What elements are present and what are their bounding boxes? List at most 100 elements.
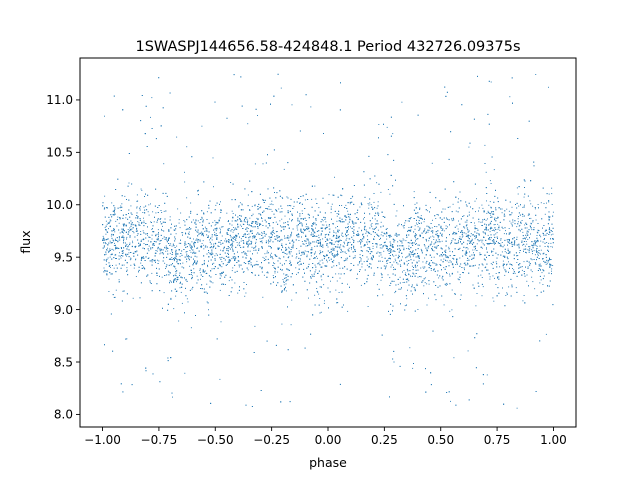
data-point xyxy=(331,253,333,255)
data-point xyxy=(321,259,323,261)
data-point xyxy=(295,292,297,294)
data-point xyxy=(498,272,500,274)
data-point xyxy=(112,350,114,352)
data-point xyxy=(184,224,186,226)
data-point xyxy=(142,230,144,232)
data-point xyxy=(137,217,139,219)
data-point xyxy=(403,263,405,265)
data-point xyxy=(415,237,416,239)
data-point xyxy=(339,277,341,279)
data-point xyxy=(116,240,118,241)
data-point xyxy=(333,259,335,261)
data-point xyxy=(530,203,532,205)
data-point xyxy=(469,251,470,253)
data-point xyxy=(266,252,268,254)
data-point xyxy=(414,203,416,205)
data-point xyxy=(528,285,529,287)
data-point xyxy=(278,208,280,210)
data-point xyxy=(529,225,531,227)
data-point xyxy=(191,275,193,277)
data-point xyxy=(113,229,115,231)
data-point xyxy=(379,239,381,240)
data-point xyxy=(187,232,189,234)
data-point xyxy=(474,225,476,227)
data-point xyxy=(377,251,379,253)
data-point xyxy=(251,272,252,273)
data-point xyxy=(296,248,298,249)
data-point xyxy=(132,224,134,226)
data-point xyxy=(413,191,415,193)
data-point xyxy=(261,235,263,236)
data-point xyxy=(408,253,410,255)
data-point xyxy=(302,231,304,233)
data-point xyxy=(432,261,434,263)
data-point xyxy=(312,236,314,237)
data-point xyxy=(551,270,552,272)
data-point xyxy=(151,272,153,274)
data-point xyxy=(387,189,389,190)
data-point xyxy=(532,253,533,255)
data-point xyxy=(282,269,283,271)
data-point xyxy=(180,291,182,293)
data-point xyxy=(338,231,339,233)
data-point xyxy=(302,218,304,220)
data-point xyxy=(433,239,435,240)
data-point xyxy=(124,195,126,197)
data-point xyxy=(331,239,333,241)
data-point xyxy=(250,229,252,231)
data-point xyxy=(379,244,381,246)
data-point xyxy=(548,86,549,88)
data-point xyxy=(210,254,212,256)
data-point xyxy=(264,235,266,237)
data-point xyxy=(304,347,306,349)
data-point xyxy=(476,198,477,200)
data-point xyxy=(345,204,347,206)
data-point xyxy=(175,272,177,274)
data-point xyxy=(359,261,360,263)
data-point xyxy=(110,254,112,256)
data-point xyxy=(189,265,191,267)
data-point xyxy=(196,275,198,277)
data-point xyxy=(181,254,183,256)
data-point xyxy=(148,250,150,252)
data-point xyxy=(495,209,497,211)
data-point xyxy=(282,279,284,280)
data-point xyxy=(380,279,382,281)
data-point xyxy=(370,224,372,226)
data-point xyxy=(526,243,528,245)
data-point xyxy=(227,229,229,231)
data-point xyxy=(145,370,147,372)
data-point xyxy=(222,226,224,228)
data-point xyxy=(335,289,337,291)
data-point xyxy=(298,252,300,254)
data-point xyxy=(426,225,428,227)
data-point xyxy=(545,333,547,335)
data-point xyxy=(149,260,151,262)
data-point xyxy=(207,237,209,238)
data-point xyxy=(481,295,483,297)
data-point xyxy=(416,222,417,224)
data-point xyxy=(370,233,372,235)
data-point xyxy=(240,247,242,248)
data-point xyxy=(325,221,327,223)
data-point xyxy=(441,235,443,237)
data-point xyxy=(518,228,520,230)
data-point xyxy=(481,277,483,278)
data-point xyxy=(123,224,125,226)
data-point xyxy=(539,234,541,236)
data-point xyxy=(318,234,320,236)
data-point xyxy=(304,280,306,282)
data-point xyxy=(233,227,235,228)
data-point xyxy=(482,239,484,241)
data-point xyxy=(443,258,445,260)
data-point xyxy=(287,269,289,271)
data-point xyxy=(181,232,183,234)
data-point xyxy=(160,240,162,242)
data-point xyxy=(105,259,107,261)
data-point xyxy=(458,248,460,250)
data-point xyxy=(408,234,410,236)
data-point xyxy=(372,208,374,209)
data-point xyxy=(138,222,140,224)
data-point xyxy=(246,255,248,256)
data-point xyxy=(138,224,140,226)
